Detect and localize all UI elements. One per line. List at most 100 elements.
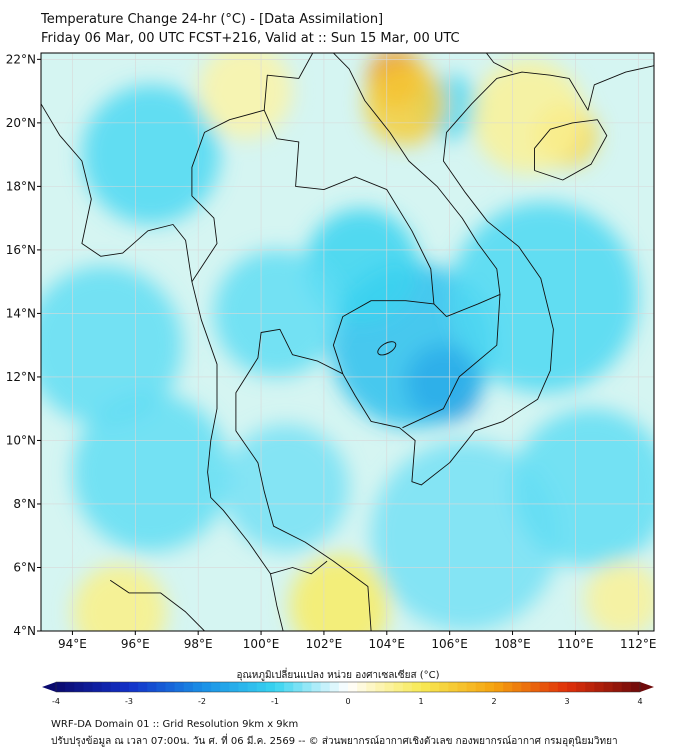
colorbar-tick-label: -4 [52,697,60,706]
coastline-border-2 [534,119,608,181]
colorbar-segment [247,682,258,692]
warm-anomaly-17 [72,564,167,631]
colorbar-segment [630,682,641,692]
colorbar-max-arrow [640,682,654,692]
colorbar-segment [366,682,376,692]
lat-tick-label: 18°N [6,179,36,193]
colorbar-segment [512,682,522,692]
colorbar-segment [74,682,84,692]
colorbar-tick-label: -3 [125,697,133,706]
lat-tick-label: 22°N [6,52,36,66]
colorbar-segment [494,682,504,692]
coastline-border-5 [263,110,435,304]
colorbar-segment [275,682,285,692]
cold-anomaly-6 [41,265,183,425]
colorbar-segment [302,682,312,692]
lon-tick-label: 106°E [431,637,468,651]
cold-anomaly-10 [72,392,230,552]
coastline-border-4 [191,109,265,282]
colorbar-segment [348,682,358,692]
cold-anomaly-8 [512,408,654,568]
colorbar-segment [220,682,230,692]
colorbar-tick-label: 0 [345,697,350,706]
colorbar-segment [202,682,212,692]
lon-tick-label: 108°E [494,637,531,651]
colorbar-segment [402,682,413,692]
colorbar-segment [357,682,367,692]
lat-tick-label: 14°N [6,306,36,320]
colorbar-segment [256,682,267,692]
colorbar-segment [567,682,577,692]
lat-tick-label: 16°N [6,243,36,257]
colorbar-segment [119,682,130,692]
colorbar-segment [174,682,185,692]
colorbar-segment [466,682,477,692]
temperature-change-map: 22°N 20°N 18°N 16°N 14°N 12°N 10°N 8°N 6°N 4°N 94°… [6,52,657,651]
colorbar-segment [603,682,614,692]
colorbar-segment [475,682,486,692]
colorbar-segment [165,682,176,692]
colorbar-segment [530,682,541,692]
colorbar-tick-label: 2 [491,697,496,706]
map-subtitle: Friday 06 Mar, 00 UTC FCST+216, Valid at… [41,31,460,46]
lon-tick-label: 98°E [184,637,213,651]
lon-tick-label: 100°E [243,637,280,651]
colorbar-tick-label: -1 [271,697,279,706]
lon-tick-label: 110°E [557,637,594,651]
coastline-border-3 [109,579,205,631]
colorbar-segment [183,682,194,692]
coastline-border-1 [235,65,654,631]
map-title: Temperature Change 24-hr (°C) - [Data As… [41,12,384,27]
coastline-border-10 [485,53,513,73]
colorbar-segment [457,682,468,692]
colorbar-segment [92,682,103,692]
coastline-border-6 [332,300,434,374]
colorbar-segment [448,682,458,692]
colorbar-segment [503,682,513,692]
coastline-border-7 [332,53,501,318]
lon-tick-label: 94°E [58,637,87,651]
colorbar-segment [229,682,239,692]
cold-anomaly-5 [449,202,639,393]
colorbar-segment [548,682,559,692]
colorbar-tick-label: -2 [198,697,206,706]
colorbar-segment [138,682,148,692]
lat-tick-label: 6°N [13,560,36,574]
colorbar-min-arrow [42,682,56,692]
colorbar-label: อุณหภูมิเปลี่ยนแปลง หน่วย องศาเซลเซียส (… [236,670,440,681]
colorbar-segment [265,682,276,692]
colorbar-segment [430,682,440,692]
tonle-sap-lake [377,341,397,356]
colorbar-segment [576,682,586,692]
coastline-border-0 [41,103,284,631]
lat-tick-label: 4°N [13,624,36,638]
coastline-border-12 [270,560,328,575]
colorbar-segment [110,682,121,692]
lat-tick-label: 10°N [6,433,36,447]
colorbar-segment [83,682,93,692]
colorbar-segment [156,682,166,692]
lon-tick-label: 104°E [369,637,406,651]
lon-tick-label: 102°E [306,637,343,651]
warm-anomaly-13 [364,62,447,146]
colorbar-segment [612,682,623,692]
colorbar: -4 -3 -2 -1 0 1 2 3 4 [42,681,654,706]
cold-anomaly-3 [81,84,221,225]
warm-anomaly-16 [289,554,390,631]
warm-anomaly-15 [471,59,585,174]
colorbar-segment [375,682,385,692]
footer-credits: ปรับปรุงข้อมูล ณ เวลา 07:00น. วัน ศ. ที่… [51,736,618,747]
colorbar-tick-label: 1 [418,697,423,706]
colorbar-segment [284,682,294,692]
warm-anomaly-19 [584,561,654,631]
colorbar-segment [539,682,550,692]
coastline-border-11 [263,53,314,111]
colorbar-segment [484,682,495,692]
colorbar-segment [384,682,395,692]
warm-anomaly-18 [198,53,293,139]
colorbar-outline [55,681,641,693]
colorbar-segment [393,682,404,692]
colorbar-segment [238,682,249,692]
colorbar-segment [101,682,112,692]
colorbar-segment [293,682,303,692]
